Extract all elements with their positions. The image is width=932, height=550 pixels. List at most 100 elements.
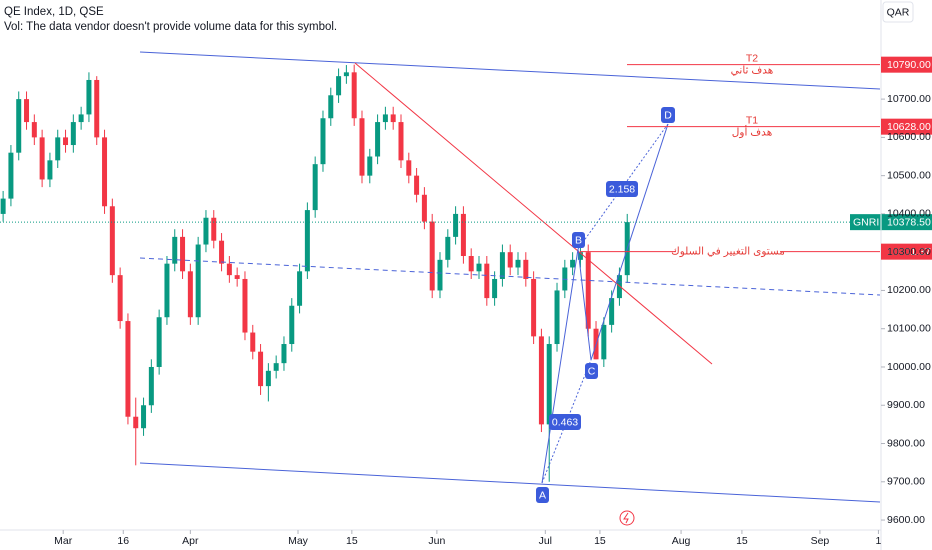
candle-body	[359, 118, 365, 176]
point-box	[585, 363, 598, 379]
y-tick-label: 9900.00	[887, 399, 925, 411]
candle-body	[328, 95, 334, 119]
candle-body	[109, 206, 115, 276]
candle-body	[343, 72, 349, 77]
candle-body	[55, 137, 61, 161]
candle-body	[31, 122, 37, 138]
candle-body	[351, 72, 357, 119]
candle-body	[47, 160, 53, 180]
candle-body	[78, 114, 84, 123]
ratio-box	[549, 414, 581, 430]
y-tick-label: 10500.00	[887, 169, 931, 181]
candle-body	[297, 271, 303, 306]
candle-body	[538, 336, 544, 425]
candle-body	[148, 366, 154, 406]
y-tick-label: 10700.00	[887, 93, 931, 105]
candle-body	[515, 259, 521, 268]
channel-top	[139, 51, 881, 90]
last-price-symbol: GNRI	[853, 216, 879, 228]
candle-body	[609, 298, 615, 325]
candle-body	[507, 252, 513, 268]
candle-body	[546, 344, 552, 425]
level-name: T1	[746, 114, 758, 126]
candle-body	[195, 244, 201, 318]
ratio-box	[606, 181, 638, 197]
y-tick-label: 10100.00	[887, 322, 931, 334]
candle-body	[203, 217, 209, 245]
point-label: C	[588, 365, 596, 377]
candle-body	[601, 324, 607, 360]
candle-body	[180, 236, 186, 272]
candle-body	[476, 263, 482, 272]
candle-body	[421, 194, 427, 222]
candle-body	[265, 370, 271, 387]
x-tick-label: Jul	[539, 535, 552, 547]
level-note-bg	[676, 244, 780, 258]
level-note: هدف ثاني	[731, 64, 774, 76]
candle-body	[117, 275, 123, 322]
point-label: A	[539, 489, 546, 501]
event-icon	[619, 510, 635, 526]
last-price-label: 10378.50	[887, 216, 931, 228]
point-box	[572, 232, 585, 248]
candle-body	[484, 263, 490, 299]
level-price-box	[881, 243, 932, 260]
candle-body	[382, 114, 388, 123]
candle-body	[577, 252, 583, 260]
y-tick-label: 9700.00	[887, 476, 925, 488]
candle-body	[24, 99, 30, 123]
candle-body	[406, 160, 412, 176]
candle-body	[585, 252, 591, 329]
candle-body	[70, 122, 76, 146]
candle-body	[211, 217, 217, 241]
currency-box[interactable]	[882, 1, 914, 23]
x-tick-label: Apr	[182, 535, 199, 547]
candle-body	[304, 210, 310, 272]
candle-body	[164, 263, 170, 318]
y-tick-label: 9800.00	[887, 437, 925, 449]
candle-body	[94, 79, 100, 138]
candle-body	[273, 363, 279, 371]
candle-body	[289, 305, 295, 345]
chart-subtitle: Vol: The data vendor doesn't provide vol…	[4, 21, 337, 33]
candle-body	[460, 213, 466, 257]
candle-body	[437, 259, 443, 291]
candle-body	[367, 156, 373, 176]
candle-body	[172, 236, 178, 264]
candle-body	[429, 221, 435, 291]
candle-body	[281, 344, 287, 364]
candle-body	[375, 122, 381, 157]
candle-body	[133, 416, 139, 429]
candle-body	[445, 236, 451, 260]
point-box	[536, 487, 549, 503]
candle-body	[531, 278, 537, 337]
currency[interactable]: QAR	[887, 6, 910, 18]
candle-body	[16, 99, 22, 153]
abcd-pattern	[541, 123, 669, 484]
candle-body	[8, 152, 14, 199]
candle-body	[219, 240, 225, 264]
candle-body	[453, 213, 459, 237]
candle-body	[499, 252, 505, 279]
candle-body	[258, 351, 264, 387]
level-name: T2	[746, 52, 758, 64]
level-price-label: 10301.37	[887, 246, 931, 258]
candle-body	[156, 317, 162, 367]
y-tick-label: 10000.00	[887, 361, 931, 373]
x-tick-label: Sep	[811, 535, 830, 547]
candle-body	[141, 405, 147, 429]
candle-body	[86, 79, 92, 115]
candle-body	[125, 321, 131, 417]
x-tick-label: 16	[117, 535, 129, 547]
candle-body	[554, 290, 560, 345]
level-note: هدف أول	[732, 124, 773, 138]
candle-body	[570, 259, 576, 268]
candle-body	[39, 137, 45, 180]
x-tick-label: May	[288, 535, 309, 547]
chart-title: QE Index, 1D, QSE	[4, 6, 104, 18]
point-box	[661, 107, 675, 123]
ratio-label: 0.463	[552, 416, 578, 428]
y-tick-label: 10300.00	[887, 246, 931, 258]
